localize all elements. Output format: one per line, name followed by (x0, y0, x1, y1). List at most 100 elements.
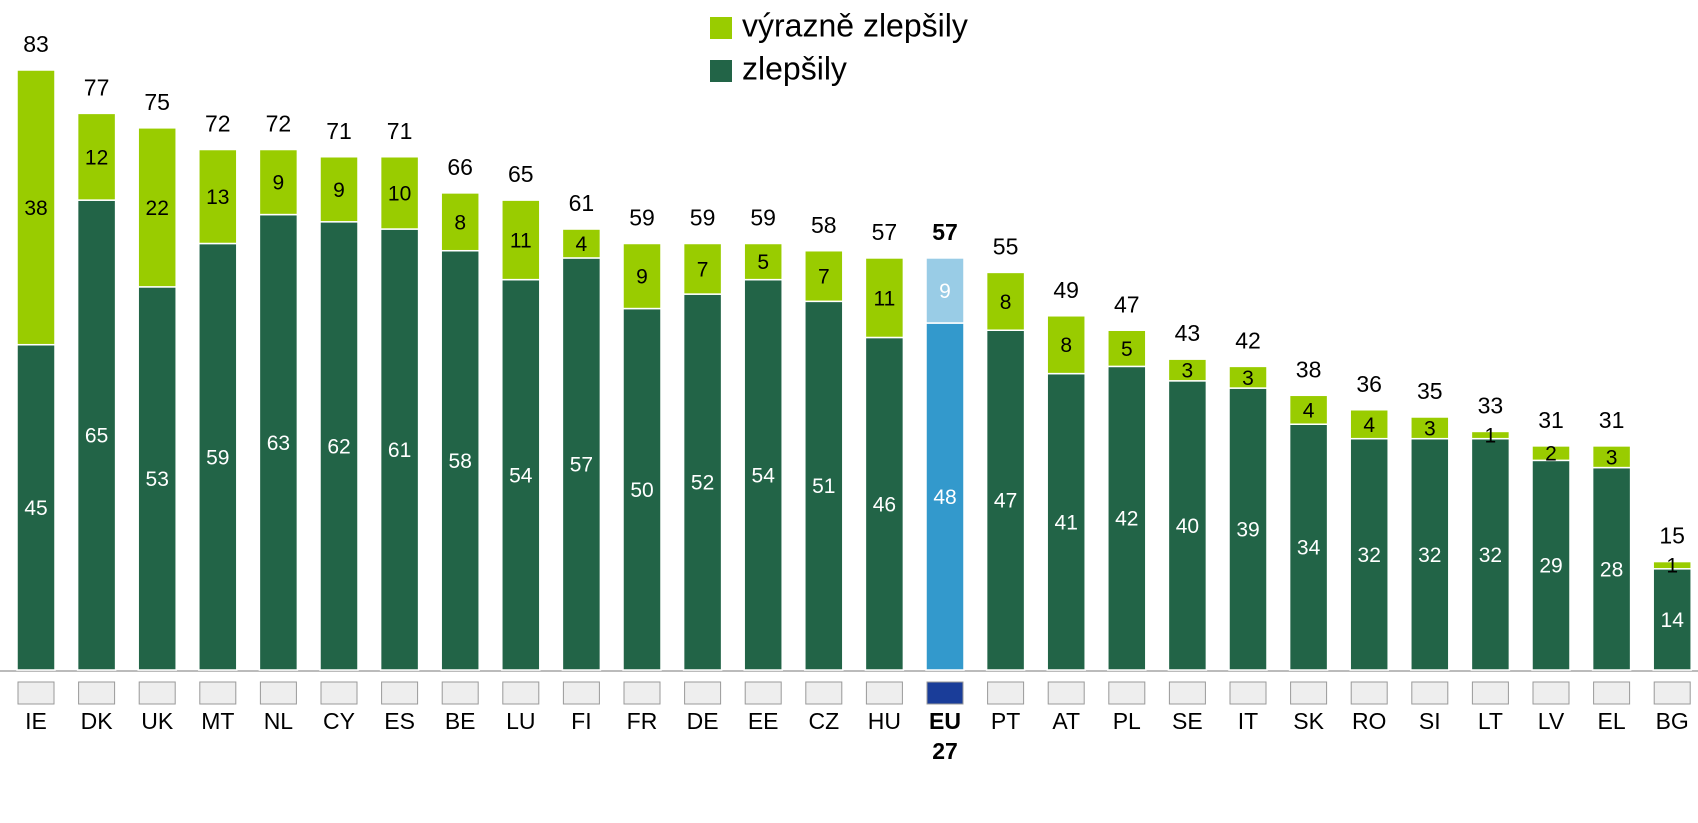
x-tick-label: EU 27 (929, 708, 961, 764)
total-label: 49 (1053, 277, 1079, 303)
value-label: 9 (333, 179, 345, 202)
flag-icon (1047, 681, 1085, 705)
flag-icon (562, 681, 600, 705)
total-label: 59 (629, 205, 655, 231)
flag-icon (1471, 681, 1509, 705)
flag-icon (684, 681, 722, 705)
legend-label: zlepšily (742, 50, 847, 86)
bar-segment (1652, 560, 1692, 570)
value-label: 59 (206, 446, 229, 469)
value-label: 11 (873, 287, 895, 310)
flag-icon (1350, 681, 1388, 705)
value-label: 48 (933, 486, 956, 509)
value-label: 65 (85, 425, 108, 448)
bar-segment (682, 242, 723, 295)
value-label: 9 (636, 266, 648, 289)
total-label: 83 (23, 31, 49, 57)
total-label: 77 (84, 74, 110, 100)
total-label: 15 (1659, 523, 1685, 549)
value-label: 51 (812, 475, 835, 498)
total-label: 57 (872, 219, 898, 245)
bar-segment (1591, 445, 1632, 469)
bar-segment (622, 242, 662, 310)
flag-icon (441, 681, 479, 705)
x-tick-label: BG (1655, 708, 1689, 734)
value-label: 13 (206, 186, 229, 209)
value-label: 5 (1121, 338, 1133, 361)
total-label: 61 (569, 190, 595, 216)
value-label: 32 (1479, 544, 1502, 567)
total-label: 65 (508, 161, 534, 187)
value-label: 53 (146, 468, 169, 491)
bar-segment (1410, 437, 1450, 671)
bar-segment (1349, 437, 1389, 671)
value-label: 9 (939, 280, 951, 303)
bar-segment (1652, 568, 1692, 671)
x-tick-label: NL (263, 708, 294, 734)
bar-segment (258, 213, 299, 671)
x-tick-label: UK (141, 708, 174, 734)
total-label: 55 (993, 233, 1019, 259)
value-label: 3 (1242, 367, 1254, 390)
value-label: 1 (1666, 555, 1678, 578)
value-label: 62 (327, 435, 350, 458)
value-label: 8 (1060, 334, 1072, 357)
x-tick-label: IE (25, 708, 47, 734)
value-label: 4 (1363, 414, 1375, 437)
bar-segment (925, 257, 965, 324)
bar-segment (1531, 445, 1571, 462)
value-label: 50 (630, 479, 653, 502)
bar-segment (985, 271, 1026, 331)
bar-segment (622, 307, 662, 671)
x-tick-label: CY (323, 708, 355, 734)
value-label: 57 (570, 454, 593, 477)
x-tick-label: LU (506, 708, 536, 734)
flag-icon (78, 681, 116, 705)
x-tick-label: CZ (808, 708, 840, 734)
value-label: 54 (509, 464, 533, 487)
total-label: 71 (387, 118, 413, 144)
x-tick-label: SI (1418, 708, 1441, 734)
value-label: 41 (1055, 511, 1078, 534)
bar-segment (1167, 380, 1208, 671)
value-label: 42 (1115, 508, 1138, 531)
bar-segment (440, 249, 480, 671)
value-label: 29 (1539, 555, 1562, 578)
x-tick-label: HU (867, 708, 901, 734)
flag-icon (138, 681, 176, 705)
legend-label: výrazně zlepšily (742, 7, 968, 43)
bar-segment (198, 242, 238, 671)
bar-segment (1046, 315, 1086, 375)
value-label: 32 (1418, 544, 1441, 567)
x-tick-label: SK (1293, 708, 1324, 734)
bar-segment (501, 278, 541, 671)
value-label: 46 (873, 493, 896, 516)
flag-icon (259, 681, 297, 705)
bar-segment (16, 343, 56, 671)
total-label: 33 (1478, 393, 1504, 419)
value-label: 4 (576, 233, 588, 256)
bar-segment (561, 257, 602, 671)
flag-icon (805, 681, 843, 705)
bar-segment (198, 148, 238, 245)
value-label: 3 (1606, 446, 1618, 469)
legend-swatch (710, 60, 732, 82)
value-label: 8 (1000, 291, 1012, 314)
flag-icon (865, 681, 903, 705)
bar-segment (804, 249, 844, 303)
flag-icon (1411, 681, 1449, 705)
total-label: 59 (690, 205, 716, 231)
flag-icon (926, 681, 964, 705)
bar-segment (1349, 409, 1389, 440)
value-label: 12 (85, 146, 108, 169)
value-label: 22 (146, 197, 169, 220)
x-tick-label: DE (686, 708, 719, 734)
flag-icon (1653, 681, 1691, 705)
flag-icon (17, 681, 55, 705)
x-tick-label: RO (1351, 708, 1387, 734)
value-label: 61 (388, 439, 411, 462)
value-label: 7 (818, 266, 830, 289)
flag-icon (1593, 681, 1631, 705)
